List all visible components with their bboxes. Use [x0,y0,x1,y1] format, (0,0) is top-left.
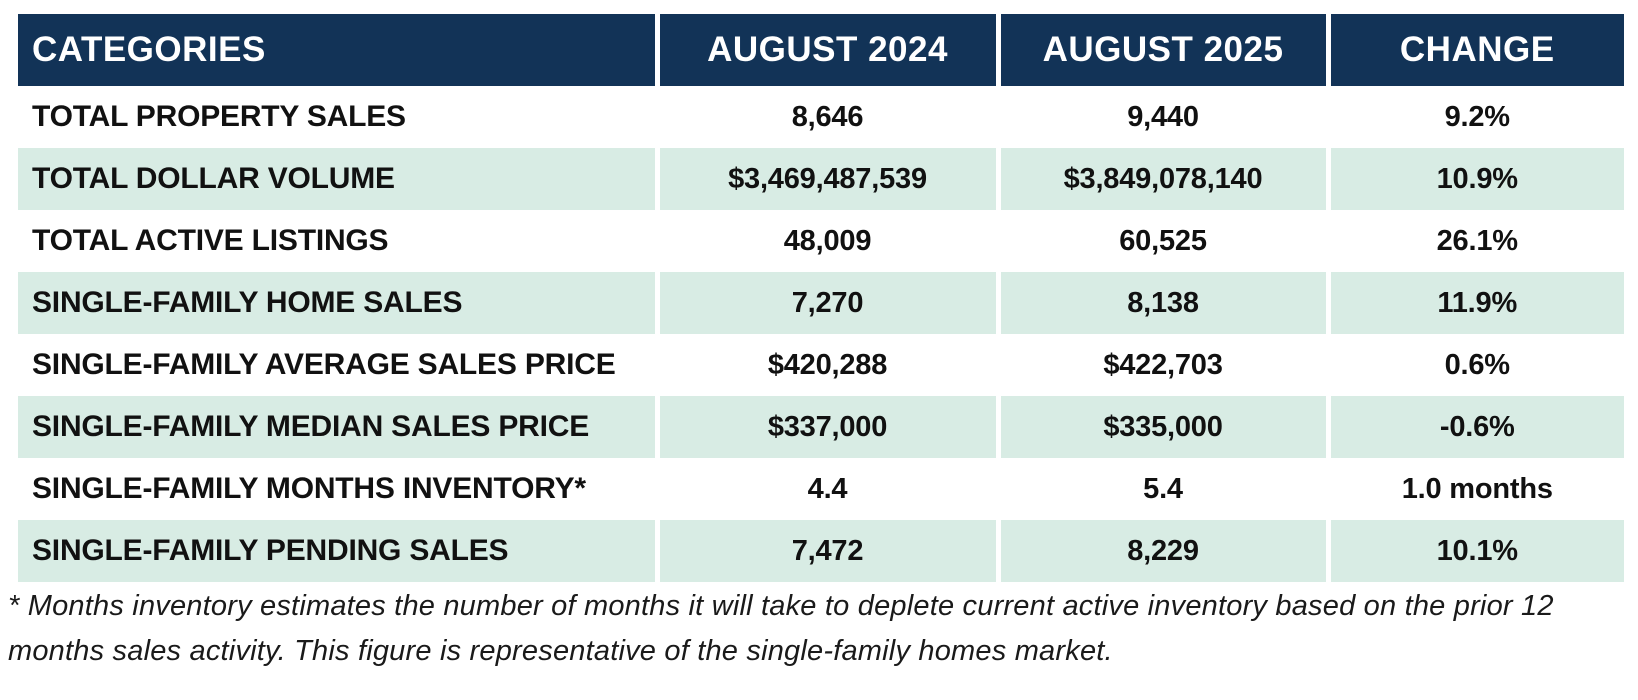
months-inventory-footnote: * Months inventory estimates the number … [8,590,1554,667]
value-august-2024: 8,646 [654,86,998,148]
value-change: 10.1% [1325,520,1624,582]
value-august-2025: 8,138 [995,272,1328,334]
value-august-2025: $3,849,078,140 [995,148,1328,210]
row-label: SINGLE-FAMILY MEDIAN SALES PRICE [18,396,657,458]
value-change: 11.9% [1325,272,1624,334]
value-august-2025: 8,229 [995,520,1328,582]
value-august-2025: $335,000 [995,396,1328,458]
column-header-august-2025: AUGUST 2025 [995,14,1328,86]
row-label: SINGLE-FAMILY MONTHS INVENTORY* [32,472,586,505]
table-row: SINGLE-FAMILY MEDIAN SALES PRICE $337,00… [18,396,1624,458]
table-row: SINGLE-FAMILY PENDING SALES 7,472 8,229 … [18,520,1624,582]
table-row: TOTAL DOLLAR VOLUME $3,469,487,539 $3,84… [18,148,1624,210]
value-august-2025: 9,440 [995,86,1328,148]
table-row: TOTAL ACTIVE LISTINGS 48,009 60,525 26.1… [18,210,1624,272]
value-august-2024: $337,000 [654,396,998,458]
market-stats-table: CATEGORIES AUGUST 2024 AUGUST 2025 CHANG… [18,14,1624,582]
table-row: SINGLE-FAMILY MONTHS INVENTORY* 4.4 5.4 … [18,458,1624,520]
table-row: SINGLE-FAMILY HOME SALES 7,270 8,138 11.… [18,272,1624,334]
value-change: 26.1% [1325,210,1624,272]
row-label: SINGLE-FAMILY AVERAGE SALES PRICE [32,348,616,381]
value-august-2024: 7,270 [654,272,998,334]
table-header-row: CATEGORIES AUGUST 2024 AUGUST 2025 CHANG… [18,14,1624,86]
row-label: SINGLE-FAMILY PENDING SALES [18,520,657,582]
row-label: TOTAL DOLLAR VOLUME [18,148,657,210]
row-label: SINGLE-FAMILY HOME SALES [18,272,657,334]
value-change: 0.6% [1325,334,1624,396]
value-august-2025: 60,525 [995,210,1328,272]
value-change: 10.9% [1325,148,1624,210]
column-header-categories: CATEGORIES [18,14,657,86]
value-change: 1.0 months [1325,458,1624,520]
value-august-2025: $422,703 [995,334,1328,396]
table-row: TOTAL PROPERTY SALES 8,646 9,440 9.2% [18,86,1624,148]
value-august-2024: 4.4 [654,458,998,520]
value-change: -0.6% [1325,396,1624,458]
row-label: TOTAL ACTIVE LISTINGS [32,224,389,257]
value-change: 9.2% [1325,86,1624,148]
column-header-change: CHANGE [1325,14,1624,86]
value-august-2024: $420,288 [654,334,998,396]
column-header-august-2024: AUGUST 2024 [654,14,998,86]
value-august-2025: 5.4 [995,458,1328,520]
value-august-2024: 7,472 [654,520,998,582]
value-august-2024: 48,009 [654,210,998,272]
table-row: SINGLE-FAMILY AVERAGE SALES PRICE $420,2… [18,334,1624,396]
row-label: TOTAL PROPERTY SALES [32,100,406,133]
value-august-2024: $3,469,487,539 [654,148,998,210]
